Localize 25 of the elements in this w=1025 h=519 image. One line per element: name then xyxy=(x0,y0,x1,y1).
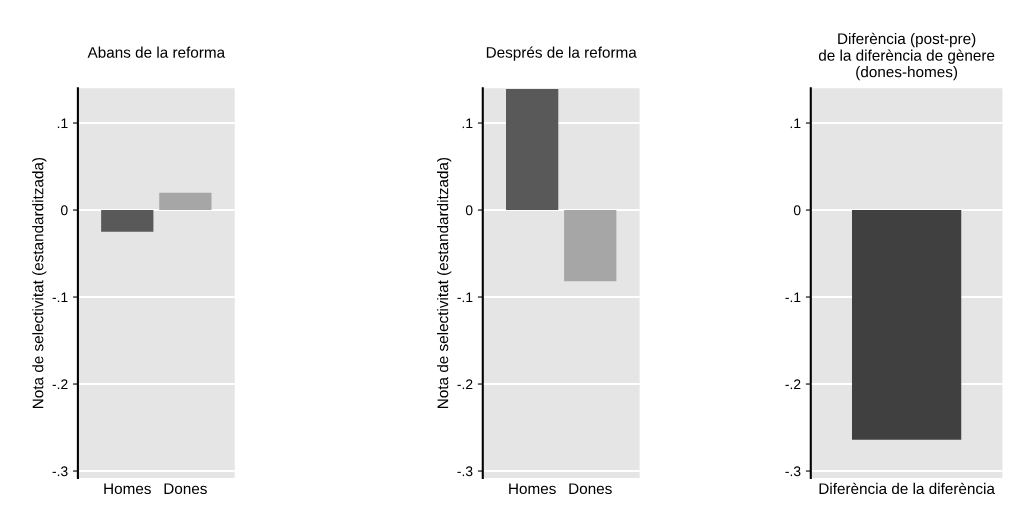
x-tick-label: Homes xyxy=(509,483,556,495)
chart-title: Després de la reforma xyxy=(486,46,637,61)
chart-title: Abans de la reforma xyxy=(87,46,226,58)
y-tick-label: -.2 xyxy=(52,379,68,390)
y-tick-label: -.1 xyxy=(52,292,68,303)
chart-title: Diferència (post-pre) de la diferència de gènere (dones-homes) xyxy=(818,32,995,81)
y-tick-label: 0 xyxy=(61,205,68,216)
y-tick-label: -.3 xyxy=(785,466,801,477)
x-tick-label: Homes xyxy=(104,483,151,495)
x-tick-label: Diferència de la diferència xyxy=(819,482,995,495)
y-tick-label: .1 xyxy=(790,118,801,129)
y-tick-label: -.2 xyxy=(457,379,473,390)
y-tick-label: -.3 xyxy=(52,466,68,477)
y-tick-label: 0 xyxy=(465,205,473,216)
y-tick-label: -.2 xyxy=(785,379,801,390)
y-tick-label: 0 xyxy=(793,205,801,216)
y-tick-label: .1 xyxy=(462,118,473,129)
x-tick-label: Dones xyxy=(569,483,612,495)
y-axis-title: Nota de selectivitat (estandarditzada) xyxy=(32,157,47,408)
y-axis-title: Nota de selectivitat (estandarditzada) xyxy=(437,157,452,408)
x-tick-label: Dones xyxy=(164,483,207,495)
y-tick-label: -.1 xyxy=(785,292,801,303)
y-tick-label: -.1 xyxy=(457,292,473,303)
y-tick-label: .1 xyxy=(57,118,68,129)
y-tick-label: -.3 xyxy=(457,466,473,477)
